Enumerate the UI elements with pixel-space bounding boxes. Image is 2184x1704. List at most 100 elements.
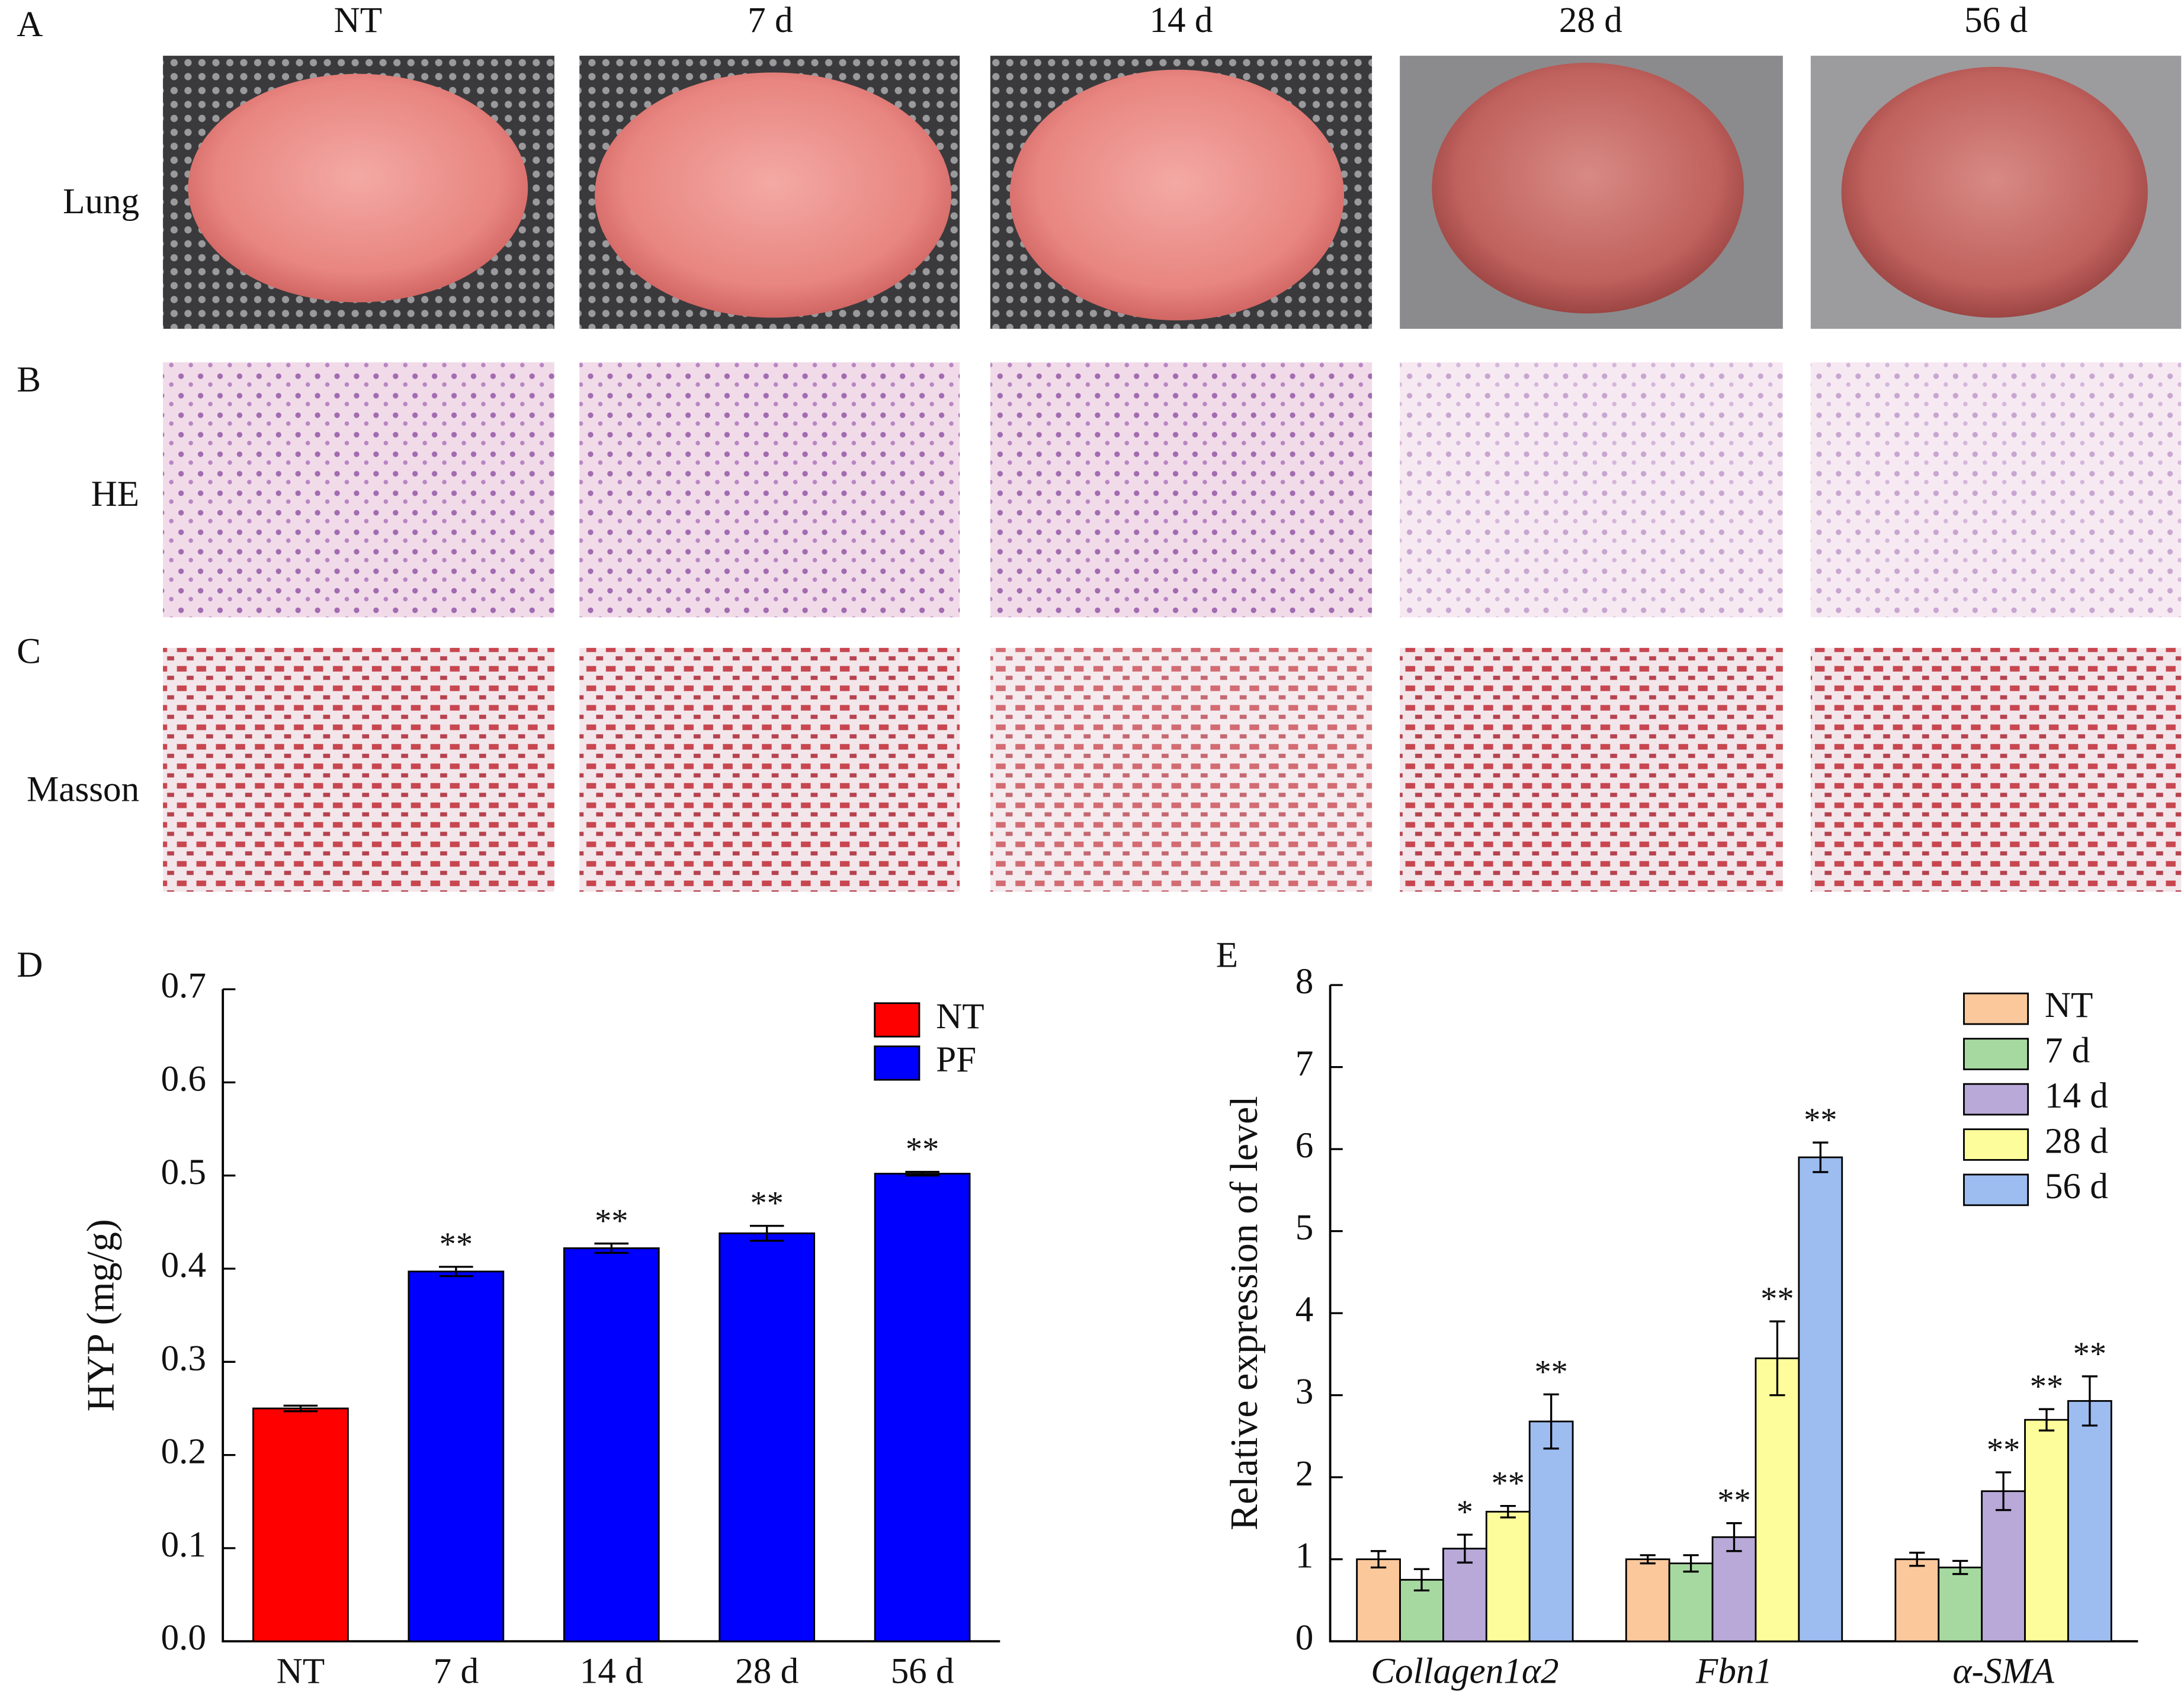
legend-swatch [874, 1045, 921, 1081]
he-section [163, 362, 554, 618]
he-section [579, 362, 960, 618]
legend-swatch [1963, 992, 2029, 1025]
bar [2067, 1400, 2112, 1642]
x-tick-label: 14 d [580, 1652, 643, 1692]
legend-label: 28 d [2045, 1122, 2108, 1161]
significance-mark: ** [1717, 1482, 1750, 1519]
bar [408, 1270, 505, 1642]
y-tick-label: 0 [1295, 1618, 1314, 1658]
error-bar [749, 1225, 784, 1242]
error-bar [1543, 1393, 1559, 1450]
bar [1442, 1548, 1487, 1642]
significance-mark: ** [1804, 1102, 1837, 1138]
error-bar [1726, 1522, 1742, 1552]
error-bar [2082, 1375, 2098, 1427]
significance-mark: ** [906, 1131, 939, 1167]
x-tick-label: α-SMA [1952, 1652, 2054, 1692]
legend-label: NT [2045, 986, 2093, 1025]
error-bar [1769, 1320, 1785, 1397]
panel-label: C [17, 632, 41, 672]
column-header: NT [334, 1, 382, 40]
x-tick-label: Collagen1α2 [1371, 1652, 1558, 1692]
bar [252, 1407, 349, 1642]
error-bar [1683, 1554, 1699, 1573]
legend-swatch [1963, 1038, 2029, 1070]
error-bar [905, 1170, 939, 1177]
bar [1356, 1558, 1401, 1642]
lung [1841, 66, 2148, 318]
error-bar [283, 1404, 318, 1413]
y-tick-label: 0.2 [161, 1432, 206, 1472]
error-bar [439, 1266, 473, 1278]
y-tick-label: 0.7 [161, 966, 206, 1006]
error-bar [1952, 1559, 1968, 1575]
error-bar [1370, 1550, 1387, 1569]
significance-mark: ** [1534, 1353, 1567, 1390]
significance-mark: ** [1492, 1465, 1525, 1502]
significance-mark: ** [2073, 1336, 2106, 1372]
y-tick-label: 2 [1295, 1454, 1314, 1494]
bar [1894, 1558, 1940, 1642]
he-section [1400, 362, 1783, 618]
axis-line [1329, 985, 2138, 1643]
row-label: Masson [27, 770, 139, 810]
y-axis-label: HYP (mg/g) [79, 1219, 122, 1411]
masson-section [163, 647, 554, 892]
he-section [1810, 362, 2182, 618]
x-tick-label: 28 d [735, 1652, 798, 1692]
column-header: 14 d [1150, 1, 1213, 40]
error-bar [1813, 1141, 1829, 1173]
column-header: 56 d [1964, 1, 2028, 40]
bar [1485, 1510, 1531, 1642]
y-tick-label: 0.5 [161, 1153, 206, 1192]
panel-label: B [17, 360, 41, 400]
significance-mark: ** [750, 1185, 783, 1222]
error-bar [1909, 1551, 1925, 1567]
bar [719, 1232, 816, 1642]
significance-mark: ** [440, 1226, 473, 1263]
legend-swatch [1963, 1128, 2029, 1161]
bar [1798, 1156, 1843, 1642]
y-tick-label: 6 [1295, 1126, 1314, 1166]
row-label: Lung [63, 182, 139, 222]
bar [2024, 1419, 2069, 1642]
legend-label: 14 d [2045, 1076, 2108, 1116]
error-bar [1457, 1533, 1473, 1564]
legend-label: NT [936, 997, 984, 1036]
significance-mark: ** [1987, 1432, 2020, 1468]
y-tick-label: 1 [1295, 1536, 1314, 1576]
column-header: 28 d [1559, 1, 1622, 40]
legend-swatch [874, 1002, 921, 1038]
masson-section [1810, 647, 2182, 892]
error-bar [594, 1242, 629, 1254]
masson-section [1400, 647, 1783, 892]
legend-label: 7 d [2045, 1031, 2090, 1071]
bar [1938, 1567, 1983, 1642]
lung [1432, 62, 1744, 314]
masson-section [990, 647, 1372, 892]
bar [1711, 1536, 1757, 1642]
bar [1981, 1490, 2026, 1642]
bar [1668, 1562, 1714, 1642]
bar [1528, 1420, 1574, 1642]
y-tick-label: 3 [1295, 1372, 1314, 1412]
he-section [990, 362, 1372, 618]
legend-label: PF [936, 1040, 976, 1080]
significance-mark: ** [2030, 1368, 2063, 1405]
panel-label: A [17, 5, 43, 44]
bar [1755, 1357, 1800, 1642]
x-tick-label: Fbn1 [1695, 1652, 1772, 1692]
y-tick-label: 5 [1295, 1208, 1314, 1248]
lung [188, 73, 528, 303]
y-axis-label: Relative expression of level [1223, 1096, 1266, 1530]
error-bar [2038, 1408, 2055, 1432]
x-tick-label: 56 d [891, 1652, 954, 1692]
bar [874, 1173, 971, 1642]
bar [563, 1247, 660, 1642]
significance-mark: * [1457, 1494, 1473, 1530]
significance-mark: ** [595, 1203, 628, 1240]
y-tick-label: 0.6 [161, 1060, 206, 1099]
y-tick-label: 0.4 [161, 1246, 206, 1285]
error-bar [1413, 1568, 1430, 1591]
